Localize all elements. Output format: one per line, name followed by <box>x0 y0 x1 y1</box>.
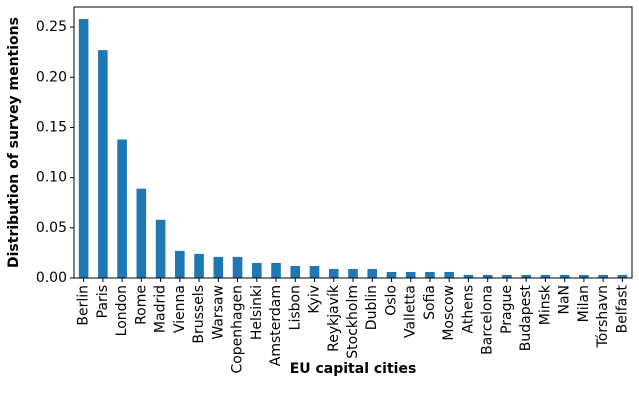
y-axis-title: Distribution of survey mentions <box>6 17 22 268</box>
x-tick-label: Warsaw <box>210 285 226 340</box>
x-tick-label: Athens <box>460 285 476 333</box>
x-tick-label: Valletta <box>403 285 419 338</box>
y-tick-label: 0.05 <box>36 220 67 236</box>
bar-3 <box>136 188 147 278</box>
x-tick-label: Lisbon <box>287 285 303 330</box>
x-tick-label: Milan <box>576 285 592 322</box>
y-axis: 0.00 0.05 0.10 0.15 0.20 0.25 <box>36 19 74 286</box>
x-tick-label: Stockholm <box>345 285 361 359</box>
bar-5 <box>175 250 185 278</box>
bar-7 <box>213 256 224 278</box>
x-tick-label: Paris <box>95 285 111 318</box>
bar-21 <box>482 274 493 278</box>
x-tick-label: Barcelona <box>480 285 496 355</box>
bar-10 <box>271 262 281 278</box>
bar-6 <box>194 253 204 278</box>
y-tick-label: 0.20 <box>36 69 67 85</box>
bar-23 <box>521 274 531 278</box>
bar-16 <box>386 271 397 278</box>
bar-19 <box>444 271 455 278</box>
x-axis: Berlin Paris London Rome Madrid Vienna Brussel… <box>76 278 630 374</box>
y-tick-label: 0.10 <box>36 170 67 186</box>
bar-18 <box>425 271 435 278</box>
x-tick-label: Oslo <box>383 285 399 316</box>
x-tick-label: London <box>114 285 130 336</box>
x-tick-label: Budapest <box>518 284 534 351</box>
bar-11 <box>290 265 301 278</box>
bar-17 <box>405 271 416 278</box>
bar-28 <box>617 274 628 278</box>
bars <box>78 19 628 279</box>
bar-25 <box>559 274 570 278</box>
x-tick-label: Minsk <box>537 284 553 325</box>
x-tick-label: Moscow <box>441 285 457 341</box>
x-tick-label: Reykjavík <box>326 284 342 352</box>
bar-14 <box>348 268 358 278</box>
bar-1 <box>98 50 108 279</box>
bar-15 <box>367 268 378 278</box>
bar-26 <box>579 274 589 278</box>
bar-0 <box>78 19 89 279</box>
x-tick-label: Rome <box>133 285 149 325</box>
x-tick-label: NaN <box>557 285 573 315</box>
x-tick-label: Dublin <box>364 285 380 330</box>
y-tick-label: 0.00 <box>36 270 67 286</box>
bar-22 <box>502 274 512 278</box>
y-tick-label: 0.15 <box>36 119 67 135</box>
x-tick-label: Kyiv <box>307 285 323 314</box>
x-tick-label: Tórshavn <box>595 285 611 348</box>
y-tick-label: 0.25 <box>36 19 67 35</box>
x-tick-label: Helsinki <box>249 285 265 340</box>
bar-13 <box>328 268 339 278</box>
bar-24 <box>540 274 551 278</box>
x-tick-label: Amsterdam <box>268 285 284 366</box>
bar-8 <box>232 256 243 278</box>
x-tick-label: Berlin <box>76 285 92 326</box>
x-tick-label: Brussels <box>191 285 207 344</box>
x-tick-label: Copenhagen <box>230 285 246 374</box>
bar-12 <box>309 265 320 278</box>
x-axis-title: EU capital cities <box>290 361 417 377</box>
x-tick-label: Belfast <box>614 284 630 333</box>
bar-9 <box>251 262 262 278</box>
bar-4 <box>155 219 166 278</box>
bar-2 <box>117 139 127 278</box>
bar-27 <box>598 274 608 278</box>
x-tick-label: Vienna <box>172 285 188 333</box>
x-tick-label: Madrid <box>153 285 169 333</box>
x-tick-label: Sofia <box>422 285 438 320</box>
x-tick-label: Prague <box>499 285 515 334</box>
plot-frame <box>73 6 633 279</box>
bar-20 <box>463 274 474 278</box>
